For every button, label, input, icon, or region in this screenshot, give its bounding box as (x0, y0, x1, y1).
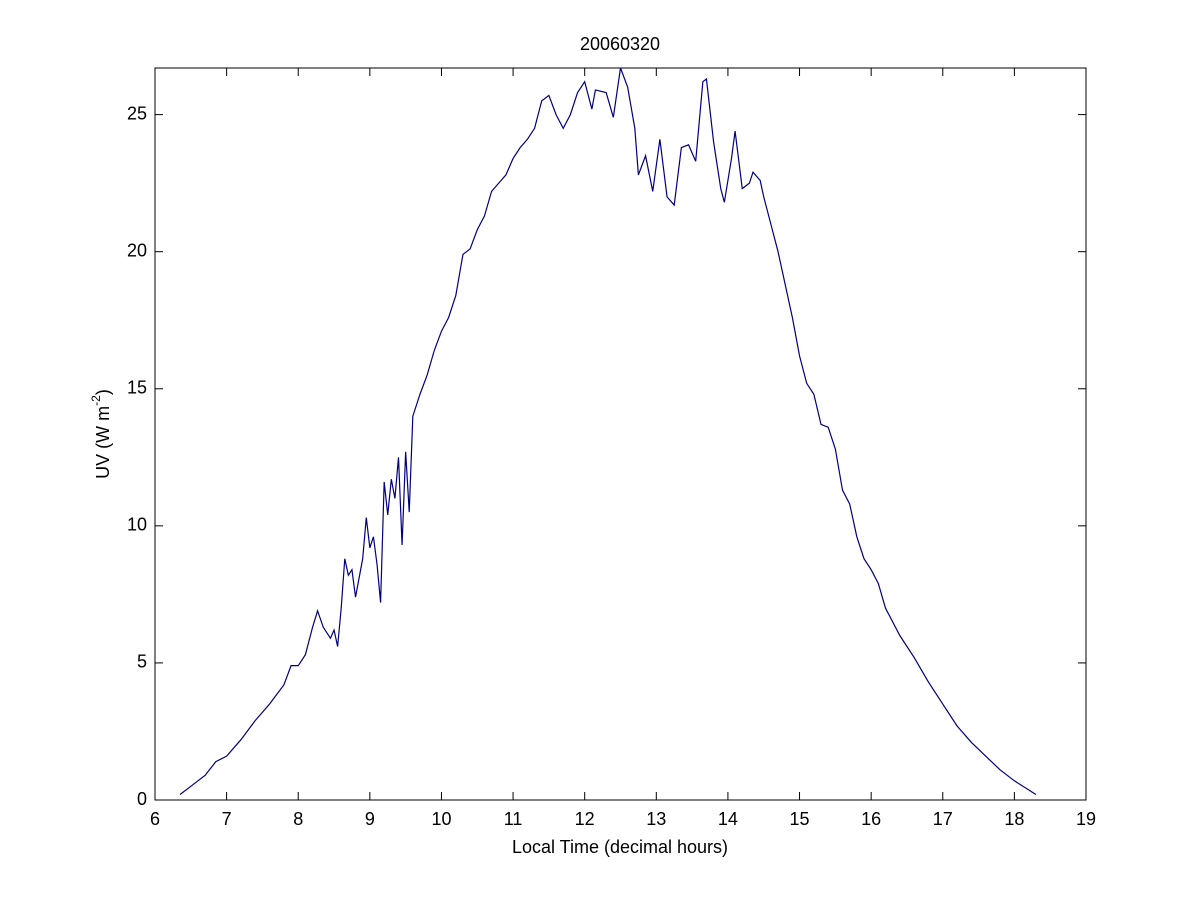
x-tick-label: 6 (150, 809, 160, 829)
y-tick-label: 5 (137, 652, 147, 672)
y-tick-label: 0 (137, 789, 147, 809)
chart-title: 20060320 (580, 34, 660, 54)
x-tick-label: 11 (504, 809, 523, 829)
y-tick-label: 15 (127, 378, 147, 398)
x-tick-label: 19 (1076, 809, 1096, 829)
x-tick-label: 8 (293, 809, 303, 829)
x-tick-label: 17 (933, 809, 953, 829)
y-label-text: ) (93, 389, 113, 395)
y-tick-label: 10 (127, 515, 147, 535)
x-tick-label: 15 (790, 809, 810, 829)
axes-box (154, 67, 1087, 801)
y-label-text: UV (W m (93, 406, 113, 479)
x-tick-label: 12 (575, 809, 595, 829)
x-tick-label: 13 (646, 809, 666, 829)
x-tick-label: 18 (1004, 809, 1024, 829)
x-tick-label: 10 (431, 809, 451, 829)
x-tick-label: 9 (365, 809, 375, 829)
y-axis-label: UV (W m-2) (89, 389, 113, 479)
y-tick-label: 20 (127, 240, 147, 260)
x-tick-label: 16 (861, 809, 881, 829)
y-tick-label: 25 (127, 103, 147, 123)
x-tick-label: 7 (222, 809, 232, 829)
data-line (179, 67, 1037, 796)
x-tick-label: 14 (718, 809, 738, 829)
y-label-superscript: -2 (89, 395, 103, 406)
x-axis-label: Local Time (decimal hours) (512, 837, 728, 857)
